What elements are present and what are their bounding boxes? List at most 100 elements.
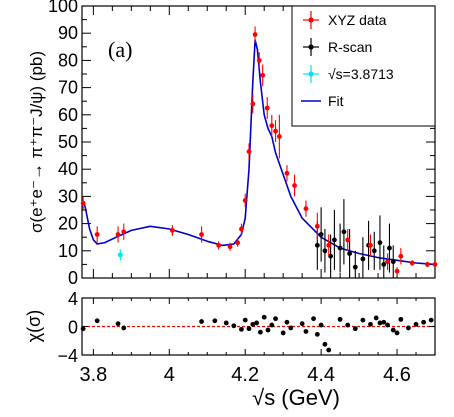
- data-point-xyz-data: [216, 242, 222, 248]
- top-y-tick-label: 50: [58, 132, 78, 152]
- data-point-xyz-data: [94, 232, 100, 237]
- data-point-r-scan: [328, 253, 334, 259]
- fit-curve: [81, 39, 436, 266]
- legend: XYZ data R-scan √s=3.8713 Fit: [291, 5, 436, 127]
- legend-label-fit: Fit: [328, 93, 344, 109]
- residual-point: [269, 322, 275, 328]
- data-point-xyz-data: [326, 242, 332, 248]
- residual-panel: −4 0 4 3.8 4 4.2 4.4 4.6 χ(σ) √s (GeV): [24, 289, 436, 410]
- x-tick-label: 4.4: [307, 364, 335, 386]
- bottom-y-tick-label: 0: [68, 318, 78, 338]
- residual-point: [390, 327, 396, 333]
- top-data-points: [80, 26, 438, 278]
- residual-point: [326, 347, 332, 353]
- residual-points: [80, 314, 434, 353]
- x-axis-title: √s (GeV): [252, 385, 340, 410]
- data-point-xyz-data: [425, 262, 430, 267]
- data-point-xyz-data: [235, 240, 241, 246]
- residual-point: [265, 327, 271, 333]
- residual-point: [303, 329, 309, 334]
- residual-point: [257, 329, 263, 335]
- top-y-tick-label: 30: [58, 186, 78, 206]
- residual-point: [322, 341, 328, 347]
- data-point-r-scan: [381, 262, 387, 267]
- residual-point: [261, 314, 267, 320]
- data-point-r-scan: [387, 245, 392, 251]
- residual-point: [398, 316, 404, 322]
- legend-label-sqrt-s: √s=3.8713: [328, 66, 394, 82]
- legend-marker-xyz-data: [308, 17, 314, 23]
- residual-point: [280, 330, 286, 336]
- data-point-xyz-data: [250, 101, 256, 107]
- legend-box: [291, 5, 436, 127]
- residual-point: [94, 318, 100, 324]
- residual-point: [394, 330, 400, 336]
- residual-point: [80, 326, 86, 332]
- data-point-r-scan: [347, 251, 352, 256]
- legend-label-xyz-data: XYZ data: [328, 12, 387, 28]
- data-point-xyz-data: [385, 259, 390, 265]
- residual-point: [311, 316, 316, 322]
- top-y-tick-label: 100: [48, 0, 78, 16]
- data-point-xyz-data: [273, 128, 278, 134]
- top-y-tick-label: 40: [58, 159, 78, 179]
- residual-point: [199, 319, 204, 324]
- residual-point: [273, 316, 278, 322]
- data-point-xyz-data: [345, 237, 351, 243]
- legend-entry-xyz-data: XYZ data: [303, 11, 387, 29]
- data-point-xyz-data: [394, 268, 400, 274]
- legend-label-r-scan: R-scan: [328, 39, 372, 55]
- residual-point: [250, 321, 256, 327]
- data-point-xyz-data: [199, 232, 204, 237]
- data-point-xyz-data: [169, 228, 175, 233]
- legend-marker-r-scan: [308, 44, 314, 50]
- fit-layer: [81, 39, 436, 266]
- data-point-s-3-8713: [117, 252, 123, 258]
- data-point-xyz-data: [409, 260, 415, 266]
- residual-point: [121, 325, 127, 331]
- data-point-r-scan: [390, 259, 396, 265]
- residual-point: [385, 322, 390, 328]
- data-point-xyz-data: [260, 72, 266, 78]
- data-point-xyz-data: [121, 229, 127, 235]
- top-y-tick-label: 70: [58, 78, 78, 98]
- top-y-tick-label: 0: [68, 268, 78, 288]
- data-point-xyz-data: [276, 134, 282, 139]
- residual-point: [377, 320, 383, 326]
- top-y-tick-label: 20: [58, 214, 78, 234]
- residual-point: [288, 325, 294, 331]
- data-point-xyz-data: [314, 223, 320, 229]
- data-point-xyz-data: [115, 232, 121, 237]
- residual-point: [239, 326, 244, 332]
- data-point-r-scan: [337, 245, 343, 251]
- top-y-tick-label: 80: [58, 50, 78, 70]
- residual-point: [115, 321, 121, 327]
- top-y-tick-label: 60: [58, 105, 78, 125]
- data-point-r-scan: [341, 229, 347, 235]
- data-point-r-scan: [322, 248, 328, 254]
- residual-point: [360, 317, 366, 323]
- residual-point: [428, 317, 434, 323]
- data-point-xyz-data: [256, 58, 262, 63]
- legend-marker-sqrt-s: [308, 71, 314, 77]
- cross-section-panel: 0 10 20 30 40 50 60 70 80 90 100 (a) σ(e⁺e⁻→ π⁺π⁻J…: [27, 0, 438, 288]
- data-point-xyz-data: [242, 198, 248, 203]
- bottom-y-axis-title: χ(σ): [24, 310, 44, 343]
- top-y-axis: 0 10 20 30 40 50 60 70 80 90 100: [48, 0, 435, 288]
- data-point-r-scan: [352, 264, 358, 270]
- bottom-y-axis: −4 0 4: [57, 289, 435, 366]
- data-point-r-scan: [332, 237, 337, 243]
- top-y-axis-title: σ(e⁺e⁻→ π⁺π⁻J/ψ) (pb): [27, 51, 46, 233]
- residual-point: [318, 322, 324, 328]
- data-point-xyz-data: [292, 183, 297, 188]
- x-tick-label: 4: [164, 364, 175, 386]
- residual-point: [373, 315, 379, 321]
- residual-point: [406, 325, 411, 331]
- data-point-r-scan: [314, 242, 320, 248]
- data-point-r-scan: [377, 240, 383, 246]
- x-tick-label: 4.2: [231, 364, 259, 386]
- panel-label: (a): [108, 37, 132, 62]
- data-point-xyz-data: [432, 262, 438, 267]
- residual-point: [421, 319, 427, 325]
- residual-point: [231, 323, 237, 329]
